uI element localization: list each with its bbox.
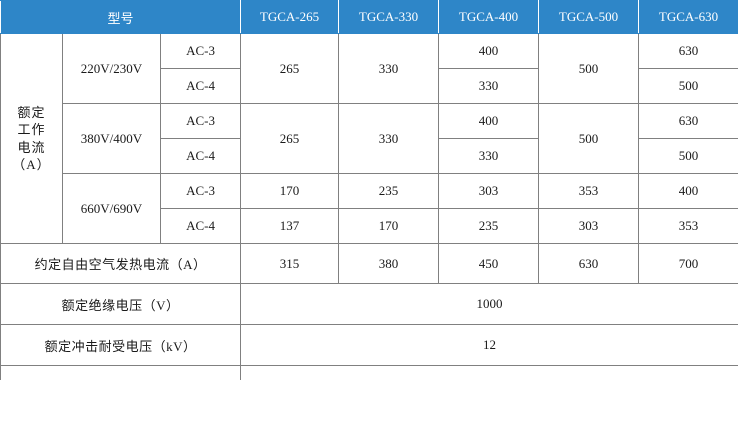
table-row: 约定自由空气发热电流（A） 315 380 450 630 700 [0,243,738,284]
value-220v-ac3-tgca400: 400 [438,33,540,69]
impulse-voltage-value: 12 [240,324,738,366]
thermal-current-tgca265: 315 [240,243,340,284]
thermal-current-tgca500: 630 [538,243,640,284]
voltage-380v-400v: 380V/400V [62,103,161,174]
voltage-220v-230v: 220V/230V [62,33,161,104]
rated-current-label-line-3: 电流 [17,139,46,155]
table-row: 660V/690V AC-3 170 235 303 353 400 [1,173,738,244]
table-row: AC-4 330 500 [1,138,738,174]
utilization-category-ac4: AC-4 [159,138,242,174]
thermal-current-label: 约定自由空气发热电流（A） [0,243,242,284]
utilization-category-ac3: AC-3 [159,103,242,139]
value-660v-ac3-tgca400: 303 [438,173,540,209]
value-380v-ac3-tgca630: 630 [638,103,738,139]
value-660v-ac3-tgca630: 400 [638,173,738,209]
value-380v-ac4-tgca400: 330 [438,138,540,174]
table-row: AC-4 137 170 235 303 353 [1,208,738,244]
header-model-tgca-630: TGCA-630 [638,0,738,34]
value-660v-ac3-tgca500: 353 [538,173,640,209]
utilization-category-ac4: AC-4 [159,68,242,104]
value-220v-tgca265: 265 [240,33,340,104]
value-660v-ac3-tgca330: 235 [338,173,440,209]
header-model-tgca-400: TGCA-400 [438,0,540,34]
value-220v-tgca330: 330 [338,33,440,104]
table-row-truncated [0,365,738,380]
value-380v-tgca265: 265 [240,103,340,174]
insulation-voltage-value: 1000 [240,283,738,325]
table-row: 380V/400V AC-3 265 330 400 500 630 [1,103,738,174]
value-660v-ac4-tgca265: 137 [240,208,340,244]
table-row: 额定 工作 电流 （A） 220V/230V AC-3 265 330 400 … [0,33,738,244]
value-660v-ac4-tgca330: 170 [338,208,440,244]
value-380v-ac4-tgca630: 500 [638,138,738,174]
header-model-tgca-265: TGCA-265 [240,0,340,34]
rated-current-label-line-1: 额定 [17,105,46,121]
header-model-tgca-330: TGCA-330 [338,0,440,34]
voltage-660v-690v: 660V/690V [62,173,161,244]
value-220v-ac3-tgca630: 630 [638,33,738,69]
specification-table: 型号 TGCA-265 TGCA-330 TGCA-400 TGCA-500 T… [0,0,738,380]
rated-current-label-line-4: （A） [12,156,51,172]
truncated-value-cell [240,365,738,380]
rated-current-label: 额定 工作 电流 （A） [0,33,63,244]
header-model-label: 型号 [0,0,242,34]
rated-current-label-line-2: 工作 [17,122,46,138]
value-380v-tgca330: 330 [338,103,440,174]
value-380v-ac3-tgca400: 400 [438,103,540,139]
value-660v-ac4-tgca630: 353 [638,208,738,244]
value-660v-ac3-tgca265: 170 [240,173,340,209]
value-660v-ac4-tgca400: 235 [438,208,540,244]
utilization-category-ac3: AC-3 [159,173,242,209]
truncated-label-cell [0,365,242,380]
utilization-category-ac3: AC-3 [159,33,242,69]
table-row: 额定绝缘电压（V） 1000 [0,283,738,325]
thermal-current-tgca400: 450 [438,243,540,284]
value-380v-tgca500: 500 [538,103,640,174]
header-model-tgca-500: TGCA-500 [538,0,640,34]
table-row: 额定冲击耐受电压（kV） 12 [0,324,738,366]
table-header-row: 型号 TGCA-265 TGCA-330 TGCA-400 TGCA-500 T… [0,0,738,34]
thermal-current-tgca330: 380 [338,243,440,284]
value-660v-ac4-tgca500: 303 [538,208,640,244]
insulation-voltage-label: 额定绝缘电压（V） [0,283,242,325]
value-220v-tgca500: 500 [538,33,640,104]
value-220v-ac4-tgca630: 500 [638,68,738,104]
utilization-category-ac4: AC-4 [159,208,242,244]
thermal-current-tgca630: 700 [638,243,738,284]
impulse-voltage-label: 额定冲击耐受电压（kV） [0,324,242,366]
value-220v-ac4-tgca400: 330 [438,68,540,104]
